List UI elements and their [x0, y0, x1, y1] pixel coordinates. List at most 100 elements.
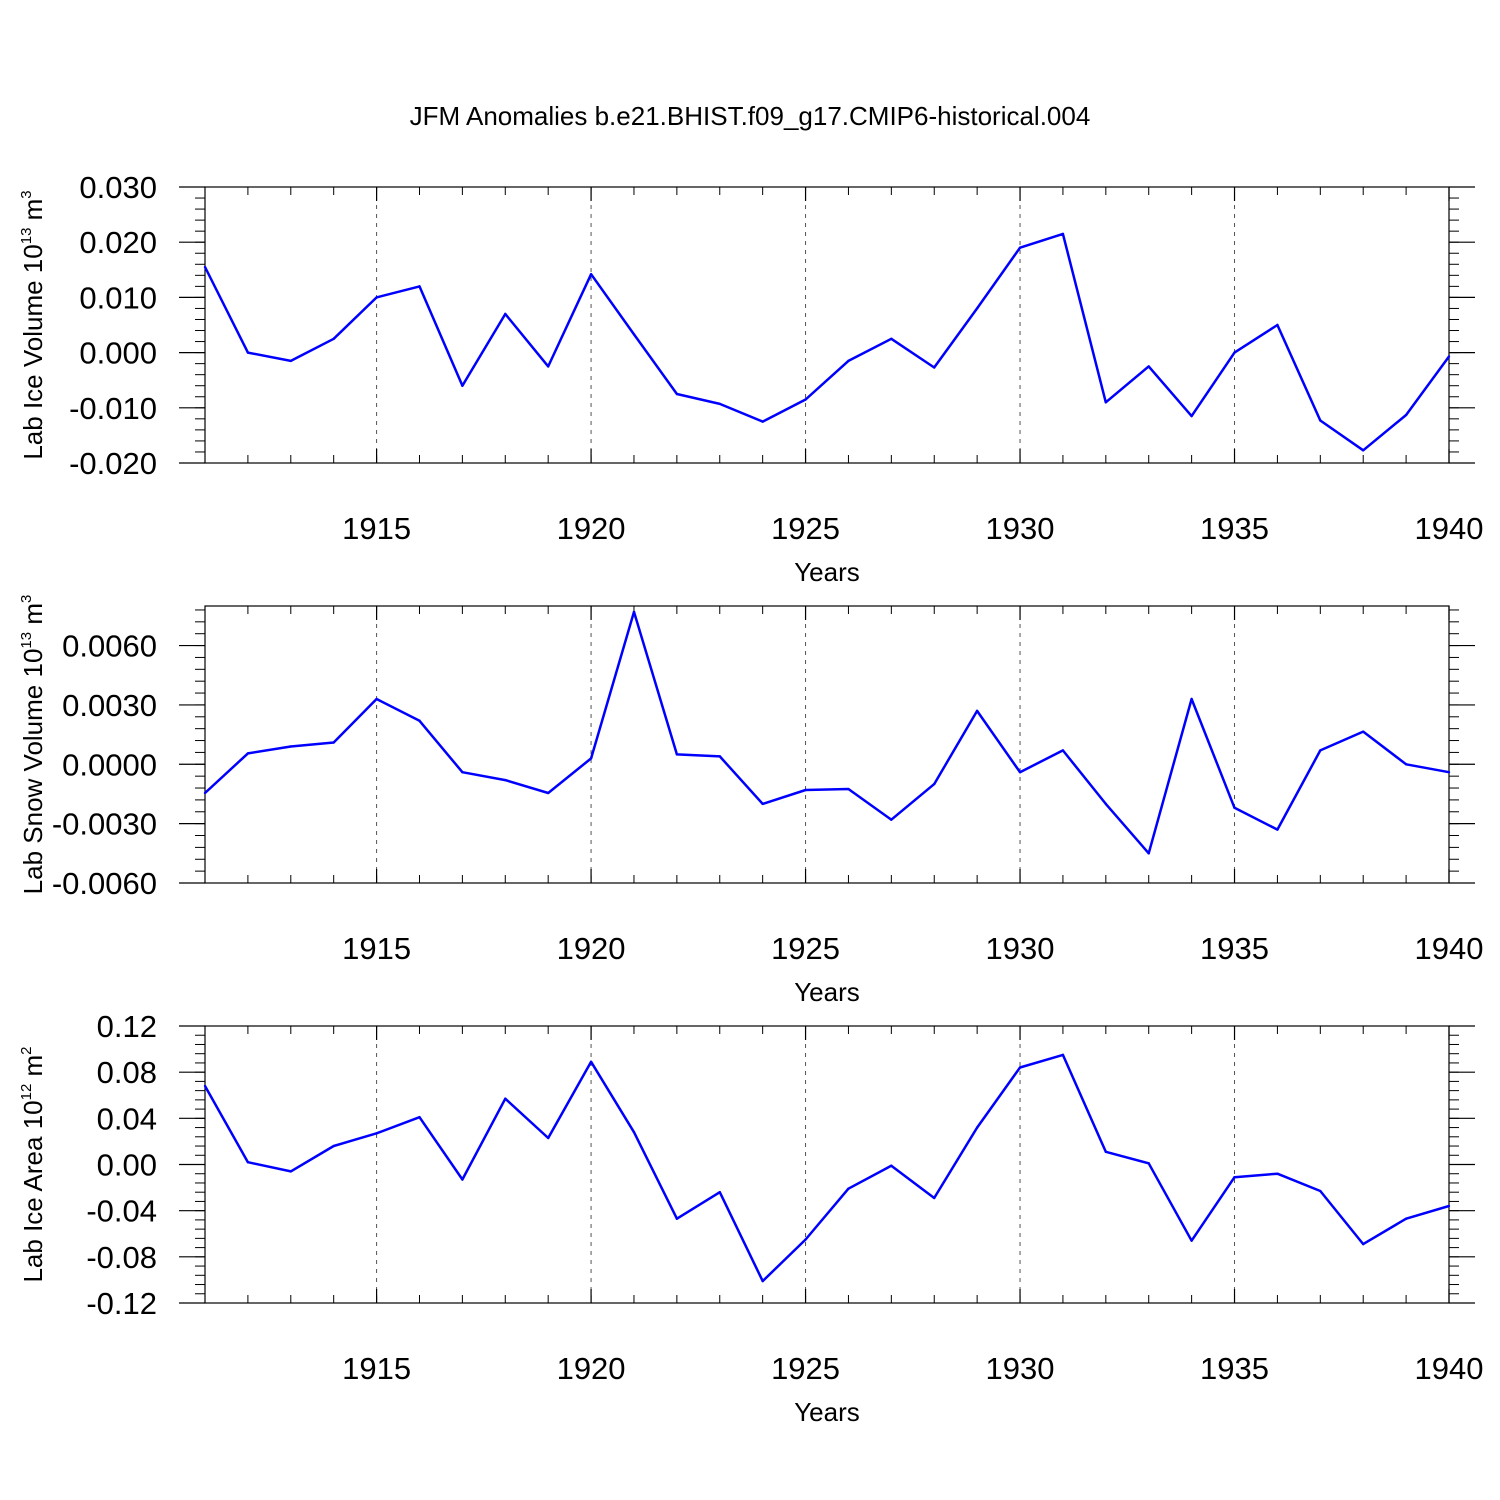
data-point [1104, 401, 1108, 404]
data-point [933, 782, 936, 786]
data-point [1018, 246, 1022, 249]
data-point [804, 788, 807, 792]
data-point [718, 755, 721, 758]
data-point [246, 1160, 250, 1164]
data-point [1147, 852, 1150, 855]
data-point [332, 741, 335, 744]
data-point [933, 366, 936, 369]
data-point [1276, 828, 1279, 831]
panel-2: 1915 1920 1925 1930 1935 1940 -0.0060 -0.0030 0.… [18, 595, 1483, 1007]
data-point [1404, 763, 1408, 766]
data-point [1018, 1066, 1022, 1069]
data-point [589, 757, 593, 760]
y-axis-label: Lab Snow Volume 1013 m3 [18, 595, 48, 895]
panels: 1915 1920 1925 1930 1935 1940 -0.020 -0.010 0.00… [18, 170, 1483, 1427]
data-point [246, 752, 250, 755]
data-point [1362, 449, 1365, 452]
data-point [847, 1187, 850, 1190]
data-point [1447, 771, 1451, 774]
series-line [203, 1053, 1450, 1283]
x-tick-label: 1930 [986, 1351, 1055, 1386]
data-point [1276, 323, 1279, 327]
data-point [1276, 1172, 1279, 1175]
data-point [332, 1144, 335, 1148]
data-point [1404, 1217, 1408, 1220]
x-tick-label: 1915 [342, 511, 411, 546]
data-point [418, 1115, 421, 1119]
y-tick-label: 0.030 [79, 170, 157, 205]
x-tick-label: 1920 [557, 931, 626, 966]
x-axis-label: Years [794, 977, 860, 1007]
data-point [546, 1136, 550, 1140]
y-tick-label: 0.0000 [62, 747, 157, 782]
plot-frame [204, 605, 1450, 884]
x-tick-label: 1920 [557, 1351, 626, 1386]
data-point [1061, 749, 1065, 752]
y-tick-label: 0.000 [79, 336, 157, 371]
data-point [1404, 413, 1408, 417]
data-point [1147, 365, 1150, 368]
x-tick-label: 1930 [986, 511, 1055, 546]
y-tick-label: 0.12 [97, 1009, 157, 1044]
data-point [632, 333, 636, 336]
data-point [675, 753, 679, 756]
data-point [975, 307, 979, 310]
x-axis-label: Years [794, 557, 860, 587]
data-point [418, 719, 421, 722]
y-tick-label: 0.020 [79, 225, 157, 260]
y-tick-label: -0.08 [86, 1240, 157, 1275]
data-point [1104, 1150, 1108, 1154]
data-point [804, 1238, 807, 1241]
series-line [203, 232, 1451, 452]
data-point [718, 402, 721, 406]
data-point [632, 610, 636, 614]
data-point [1061, 232, 1065, 236]
y-tick-label: 0.010 [79, 280, 157, 315]
chart-title: JFM Anomalies b.e21.BHIST.f09_g17.CMIP6-… [410, 101, 1091, 131]
y-tick-label: 0.04 [97, 1101, 157, 1136]
x-tick-label: 1935 [1200, 1351, 1269, 1386]
panel-3: 1915 1920 1925 1930 1935 1940 -0.12 -0.08 -0.04 0… [18, 1009, 1483, 1427]
x-tick-label: 1915 [342, 1351, 411, 1386]
y-tick-label: 0.08 [97, 1055, 157, 1090]
x-tick-label: 1930 [986, 931, 1055, 966]
data-point [289, 1170, 292, 1173]
data-point [975, 709, 979, 713]
y-tick-label: 0.0060 [62, 629, 157, 664]
x-tick-label: 1915 [342, 931, 411, 966]
data-point [675, 1217, 679, 1220]
x-tick-label: 1940 [1415, 931, 1484, 966]
plot-frame [204, 1025, 1450, 1304]
data-point [675, 392, 679, 396]
y-tick-label: -0.12 [86, 1286, 157, 1321]
plot-frame [204, 186, 1450, 464]
data-point [289, 745, 292, 748]
data-point [589, 1060, 593, 1063]
data-point [1319, 1189, 1322, 1193]
data-point [890, 818, 893, 821]
data-point [933, 1196, 936, 1200]
data-point [1362, 730, 1365, 733]
data-point [1362, 1242, 1365, 1246]
x-tick-label: 1935 [1200, 931, 1269, 966]
data-point [1061, 1053, 1065, 1057]
x-tick-label: 1925 [771, 511, 840, 546]
y-tick-label: -0.04 [86, 1194, 157, 1229]
data-point [203, 265, 207, 269]
data-point [1233, 806, 1236, 810]
x-tick-label: 1925 [771, 1351, 840, 1386]
x-tick-label: 1940 [1415, 1351, 1484, 1386]
x-tick-label: 1920 [557, 511, 626, 546]
data-point [289, 359, 292, 363]
data-point [761, 1279, 764, 1283]
data-point [1319, 749, 1322, 752]
data-point [461, 771, 464, 774]
data-point [804, 398, 807, 401]
x-tick-label: 1935 [1200, 511, 1269, 546]
data-point [589, 273, 593, 276]
data-point [375, 296, 378, 299]
data-point [546, 791, 550, 795]
data-point [761, 802, 764, 806]
data-point [847, 787, 850, 791]
data-point [1319, 419, 1322, 422]
